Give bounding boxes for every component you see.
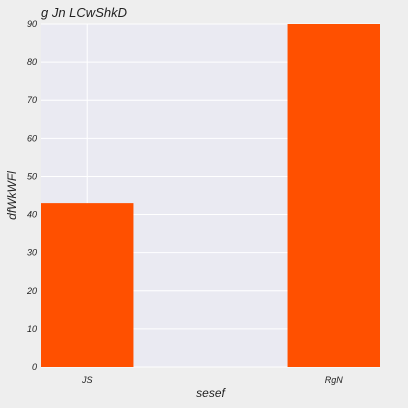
x-axis-label: sesef: [196, 386, 226, 400]
y-tick-label: 90: [27, 19, 37, 29]
chart-title: g Jn LCwShkD: [41, 5, 127, 20]
y-tick-label: 80: [27, 57, 37, 67]
y-axis-label: dfWkWFl: [5, 171, 19, 220]
x-tick-label: JS: [81, 375, 93, 385]
y-tick-label: 40: [27, 210, 37, 220]
y-tick-label: 50: [27, 171, 37, 181]
bars: [41, 24, 380, 367]
bar-rgn: [287, 24, 380, 367]
bar-js: [41, 203, 134, 367]
y-tick-label: 30: [27, 248, 37, 258]
x-tick-label: RgN: [325, 375, 344, 385]
y-tick-label: 60: [27, 133, 37, 143]
x-axis-ticks: JS RgN: [81, 375, 343, 385]
y-tick-label: 10: [27, 324, 37, 334]
y-tick-label: 70: [27, 95, 37, 105]
y-tick-label: 20: [26, 286, 37, 296]
y-axis-ticks: 0 10 20 30 40 50 60 70 80 90: [26, 19, 37, 372]
y-tick-label: 0: [32, 362, 37, 372]
